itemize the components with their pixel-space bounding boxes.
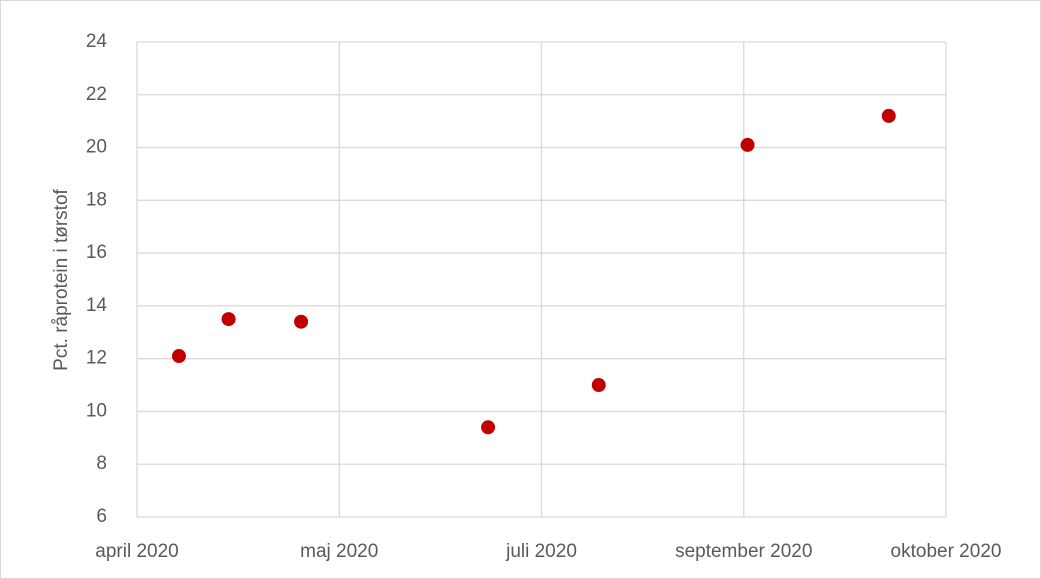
data-point	[481, 420, 496, 435]
x-tick-label: maj 2020	[300, 541, 378, 562]
x-tick-label: april 2020	[95, 541, 178, 562]
x-tick-label: juli 2020	[505, 541, 577, 562]
y-tick-label: 8	[96, 453, 107, 474]
y-axis-label: Pct. råprotein i tørstof	[51, 188, 72, 370]
x-tick-label: oktober 2020	[891, 541, 1002, 562]
y-tick-label: 20	[86, 137, 107, 158]
x-tick-label: september 2020	[675, 541, 812, 562]
y-tick-label: 14	[86, 295, 108, 316]
y-tick-label: 22	[86, 84, 107, 105]
y-tick-label: 6	[96, 506, 107, 527]
data-point	[171, 349, 186, 364]
data-point	[740, 137, 755, 152]
y-tick-label: 18	[86, 189, 107, 210]
y-tick-label: 16	[86, 242, 107, 263]
y-tick-label: 24	[86, 31, 108, 52]
y-tick-label: 12	[86, 348, 107, 369]
data-point	[591, 378, 606, 393]
data-point	[881, 108, 896, 123]
data-point	[294, 314, 309, 329]
data-point	[221, 312, 236, 327]
y-tick-label: 10	[86, 400, 107, 421]
